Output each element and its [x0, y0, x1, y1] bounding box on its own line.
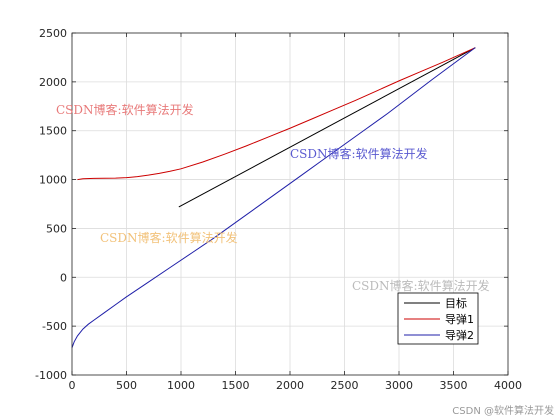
x-tick-label: 500	[116, 379, 137, 392]
series-group	[71, 47, 476, 348]
y-tick-label: 500	[46, 222, 67, 235]
y-tick-label: 2500	[39, 27, 67, 40]
y-tick-label: 2000	[39, 76, 67, 89]
series-line-missile1	[77, 47, 476, 181]
x-tick-label: 3500	[440, 379, 468, 392]
y-tick-label: 0	[60, 271, 67, 284]
x-tick-label: 2000	[276, 379, 304, 392]
corner-watermark: CSDN @软件算法开发	[452, 406, 554, 417]
x-tick-label: 2500	[331, 379, 359, 392]
legend-label-target: 目标	[445, 296, 467, 310]
x-tick-label: 0	[69, 379, 76, 392]
series-line-target	[178, 47, 476, 208]
x-tick-label: 1000	[167, 379, 195, 392]
x-tick-label: 3000	[385, 379, 413, 392]
series-line-missile2	[71, 47, 476, 348]
y-tick-label: -1000	[35, 369, 67, 382]
y-tick-label: -500	[42, 320, 67, 333]
watermark-4: CSDN博客:软件算法开发	[352, 278, 490, 293]
tick-labels: 0 500 1000 1500 2000 2500 3000 3500 4000 -1000 -50…	[35, 27, 522, 392]
watermark-1: CSDN博客:软件算法开发	[56, 102, 194, 117]
watermarks: CSDN博客:软件算法开发 CSDN博客:软件算法开发 CSDN博客:软件算法开…	[56, 102, 490, 293]
legend: 目标 导弹1 导弹2	[397, 292, 479, 345]
watermark-2: CSDN博客:软件算法开发	[290, 146, 428, 161]
y-tick-label: 1000	[39, 174, 67, 187]
x-tick-label: 1500	[222, 379, 250, 392]
legend-label-missile1: 导弹1	[445, 312, 474, 326]
watermark-3: CSDN博客:软件算法开发	[100, 230, 238, 245]
axes-frame	[71, 32, 509, 376]
x-tick-label: 4000	[494, 379, 522, 392]
axes-border	[71, 32, 509, 376]
y-tick-label: 1500	[39, 125, 67, 138]
legend-label-missile2: 导弹2	[445, 328, 474, 342]
